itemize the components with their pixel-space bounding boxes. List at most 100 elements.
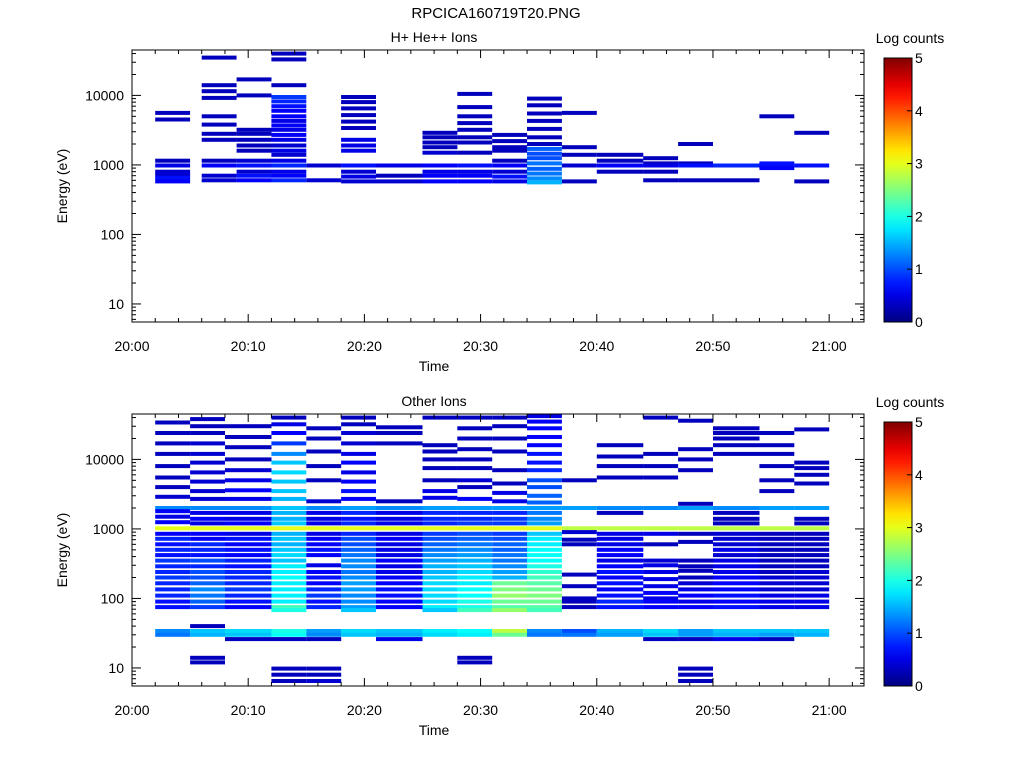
heatmap-cell bbox=[457, 531, 493, 536]
heatmap-cell bbox=[759, 166, 795, 171]
heatmap-cell bbox=[201, 114, 237, 119]
heatmap-cell bbox=[225, 506, 272, 510]
heatmap-cell bbox=[376, 564, 423, 569]
heatmap-cell bbox=[155, 575, 191, 580]
heatmap-cell bbox=[561, 596, 597, 601]
heatmap-cell bbox=[155, 553, 191, 558]
heatmap-cell bbox=[190, 470, 225, 475]
heatmap-cell bbox=[713, 575, 760, 580]
heatmap-cell bbox=[376, 587, 423, 592]
heatmap-cell bbox=[561, 572, 597, 577]
heatmap-cell bbox=[190, 510, 225, 515]
heatmap-cell bbox=[422, 570, 458, 574]
heatmap-cell bbox=[794, 629, 830, 633]
heatmap-cell bbox=[527, 575, 562, 580]
heatmap-cell bbox=[457, 466, 493, 471]
heatmap-cell bbox=[236, 148, 272, 153]
colorbar-tick-label: 3 bbox=[915, 520, 923, 536]
heatmap-cell bbox=[225, 547, 272, 552]
heatmap-cell bbox=[155, 629, 191, 633]
heatmap-cell bbox=[271, 83, 307, 88]
heatmap-cell bbox=[190, 564, 225, 569]
heatmap-cell bbox=[190, 431, 225, 435]
heatmap-cell bbox=[527, 506, 562, 510]
heatmap-cell bbox=[643, 596, 679, 601]
heatmap-cell bbox=[794, 130, 830, 135]
heatmap-cell bbox=[713, 558, 760, 563]
heatmap-cell bbox=[271, 95, 307, 99]
heatmap-cell bbox=[527, 608, 562, 613]
heatmap-cell bbox=[422, 179, 458, 184]
heatmap-cell bbox=[271, 415, 307, 420]
heatmap-cell bbox=[376, 637, 423, 642]
heatmap-cell bbox=[155, 547, 191, 552]
heatmap-cell bbox=[457, 478, 493, 483]
heatmap-cell bbox=[376, 441, 423, 446]
heatmap-cell bbox=[271, 599, 307, 604]
heatmap-cell bbox=[225, 570, 272, 574]
heatmap-cell bbox=[561, 526, 597, 531]
heatmap-cell bbox=[713, 599, 760, 604]
heatmap-cell bbox=[457, 415, 493, 420]
heatmap-cell bbox=[457, 510, 493, 515]
heatmap-cell bbox=[190, 570, 225, 574]
x-tick-label: 20:40 bbox=[579, 338, 614, 354]
x-tick-label: 21:00 bbox=[812, 338, 847, 354]
heatmap-cells bbox=[155, 414, 830, 683]
heatmap-cell bbox=[492, 468, 528, 473]
heatmap-cell bbox=[341, 629, 376, 633]
heatmap-cell bbox=[422, 443, 458, 448]
heatmap-cell bbox=[759, 605, 795, 610]
heatmap-cell bbox=[527, 111, 562, 116]
heatmap-cell bbox=[190, 417, 225, 422]
heatmap-cell bbox=[678, 679, 713, 683]
heatmap-cell bbox=[713, 547, 760, 552]
heatmap-cell bbox=[201, 83, 237, 88]
heatmap-cell bbox=[457, 547, 493, 552]
heatmap-cell bbox=[561, 530, 597, 535]
heatmap-cell bbox=[341, 531, 376, 536]
heatmap-cell bbox=[527, 605, 562, 610]
heatmap-cell bbox=[759, 526, 795, 531]
heatmap-cell bbox=[190, 479, 225, 484]
heatmap-cell bbox=[225, 457, 272, 462]
heatmap-cell bbox=[376, 510, 423, 515]
heatmap-cell bbox=[190, 489, 225, 494]
heatmap-cell bbox=[341, 451, 376, 456]
heatmap-cell bbox=[306, 553, 342, 558]
heatmap-cell bbox=[341, 570, 376, 574]
heatmap-cell bbox=[457, 150, 493, 155]
heatmap-cell bbox=[155, 587, 191, 592]
heatmap-cell bbox=[678, 672, 713, 677]
heatmap-cell bbox=[759, 575, 795, 580]
heatmap-cell bbox=[492, 605, 528, 610]
heatmap-cell bbox=[643, 464, 679, 469]
heatmap-cell bbox=[341, 422, 376, 427]
heatmap-cell bbox=[271, 587, 307, 592]
heatmap-cell bbox=[713, 506, 760, 510]
heatmap-cell bbox=[306, 599, 342, 604]
heatmap-cell bbox=[596, 443, 644, 448]
heatmap-cell bbox=[271, 521, 307, 526]
heatmap-cell bbox=[527, 435, 562, 439]
heatmap-cell bbox=[457, 526, 493, 531]
heatmap-cell bbox=[492, 179, 528, 184]
heatmap-cell bbox=[306, 521, 342, 526]
heatmap-cell bbox=[759, 547, 795, 552]
heatmap-cell bbox=[527, 485, 562, 490]
heatmap-cell bbox=[561, 605, 597, 610]
heatmap-cell bbox=[561, 110, 597, 115]
heatmap-cell bbox=[225, 632, 272, 637]
heatmap-cell bbox=[190, 593, 225, 598]
heatmap-cell bbox=[341, 496, 376, 501]
heatmap-cell bbox=[678, 593, 713, 598]
heatmap-cell bbox=[190, 441, 225, 446]
heatmap-cell bbox=[236, 178, 272, 183]
heatmap-cell bbox=[678, 163, 713, 168]
heatmap-cell bbox=[492, 499, 528, 504]
heatmap-cell bbox=[422, 163, 458, 168]
heatmap-cell bbox=[271, 104, 307, 109]
panel-title: Other Ions bbox=[401, 393, 466, 409]
heatmap-cell bbox=[376, 632, 423, 637]
heatmap-cell bbox=[561, 179, 597, 184]
